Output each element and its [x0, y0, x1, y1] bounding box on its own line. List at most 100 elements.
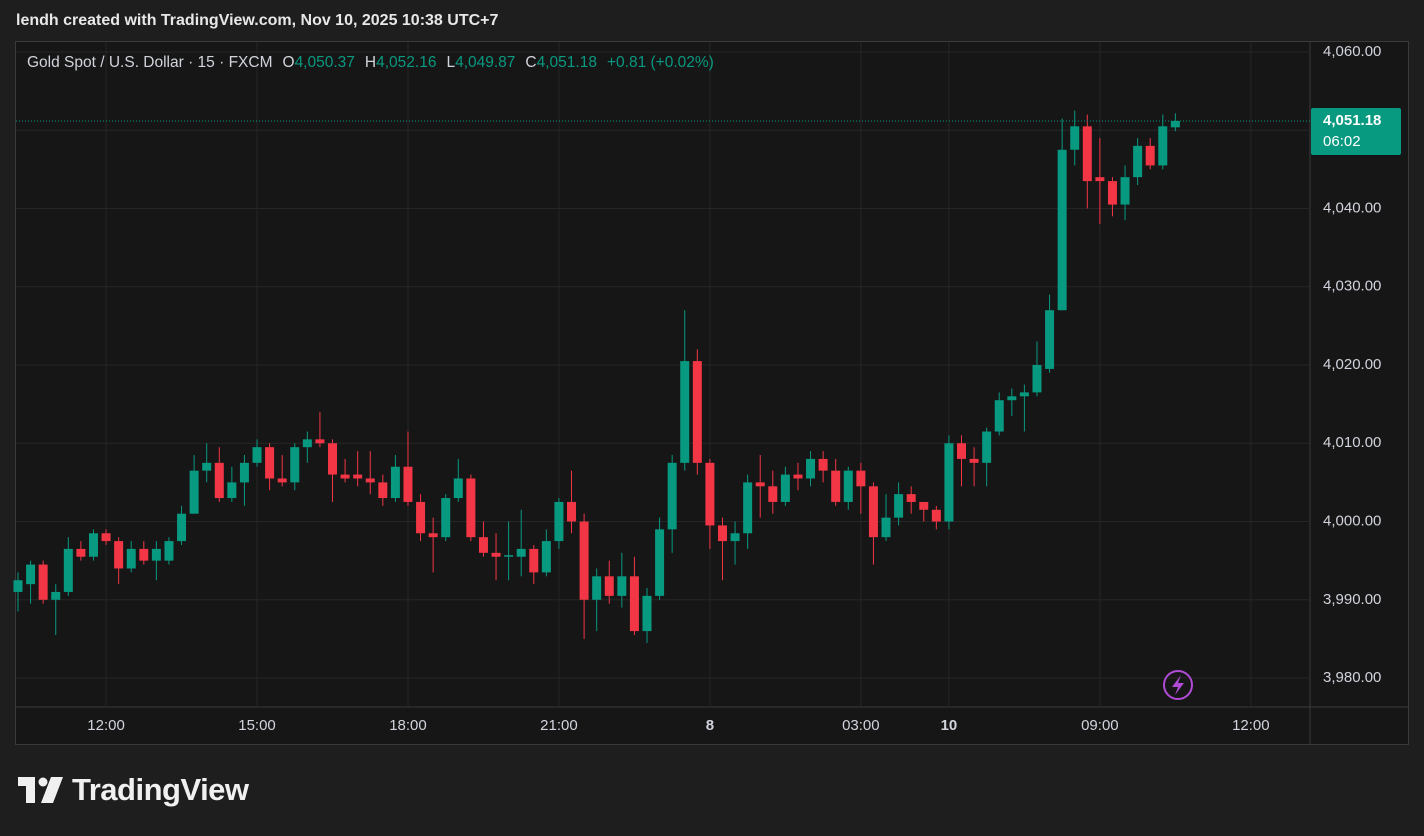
body: [881, 517, 891, 538]
body: [856, 470, 866, 487]
x-tick-label: 09:00: [1081, 717, 1119, 734]
body: [818, 458, 828, 471]
body: [843, 470, 853, 502]
body: [667, 462, 677, 530]
body: [680, 361, 690, 463]
body: [428, 533, 438, 538]
body: [1145, 145, 1155, 166]
legend-change: +0.81 (+0.02%): [606, 54, 714, 71]
body: [579, 521, 589, 600]
x-tick-label: 10: [941, 717, 958, 734]
y-tick-label: 4,020.00: [1323, 356, 1381, 373]
countdown: 06:02: [1323, 133, 1361, 150]
bolt: [1172, 675, 1184, 695]
y-tick-label: 4,010.00: [1323, 434, 1381, 451]
legend-key: H: [364, 54, 377, 71]
body: [38, 564, 48, 600]
x-tick-label: 03:00: [842, 717, 880, 734]
body: [1158, 126, 1168, 166]
body: [1120, 177, 1130, 205]
legend-key: L: [446, 54, 456, 71]
body: [868, 486, 878, 538]
body: [592, 576, 602, 600]
body: [567, 501, 577, 522]
body: [617, 576, 627, 596]
body: [164, 541, 174, 561]
body: [806, 458, 816, 479]
body: [365, 478, 375, 483]
body: [340, 474, 350, 479]
body: [629, 576, 639, 632]
x-tick-label: 12:00: [1232, 717, 1270, 734]
body: [655, 529, 665, 596]
brand-text: TradingView: [72, 772, 249, 807]
body: [516, 548, 526, 557]
body: [252, 447, 262, 463]
legend-value: 4,051.18: [536, 54, 597, 71]
logo-part: [41, 777, 63, 803]
body: [416, 501, 426, 534]
body: [969, 458, 979, 463]
x-tick-label: 18:00: [389, 717, 427, 734]
body: [177, 513, 187, 542]
legend-key: O: [282, 54, 295, 71]
x-tick-label: 8: [706, 717, 714, 734]
body: [743, 482, 753, 534]
body: [1019, 392, 1029, 397]
y-tick-label: 4,000.00: [1323, 512, 1381, 529]
x-tick-label: 21:00: [540, 717, 578, 734]
body: [13, 580, 23, 592]
body: [717, 525, 727, 542]
body: [88, 533, 98, 557]
body: [227, 482, 237, 499]
body: [202, 462, 212, 471]
legend-key: C: [525, 54, 537, 71]
body: [906, 494, 916, 502]
body: [642, 595, 652, 632]
body: [1070, 126, 1080, 150]
y-tick-label: 3,980.00: [1323, 669, 1381, 686]
candles: [13, 110, 1180, 643]
last-price-box: [1311, 107, 1401, 155]
body: [692, 361, 702, 463]
body: [1007, 396, 1017, 401]
body: [504, 555, 514, 557]
body: [214, 462, 224, 499]
body: [1045, 310, 1055, 369]
symbol: Gold Spot / U.S. Dollar · 15 · FXCM: [27, 54, 273, 71]
body: [894, 494, 904, 518]
body: [390, 466, 400, 499]
legend-value: 4,050.37: [294, 54, 355, 71]
body: [277, 478, 287, 483]
body: [76, 548, 86, 557]
body: [705, 462, 715, 526]
body: [529, 548, 539, 573]
brand: TradingView: [18, 772, 249, 808]
brand-logo: [18, 777, 63, 803]
body: [290, 447, 300, 483]
body: [554, 501, 564, 542]
body: [931, 509, 941, 522]
body: [780, 474, 790, 502]
body: [403, 466, 413, 502]
body: [453, 478, 463, 499]
body: [1032, 365, 1042, 393]
watermark: lendh created with TradingView.com, Nov …: [16, 12, 499, 29]
body: [831, 470, 841, 502]
body: [302, 439, 312, 448]
body: [1170, 120, 1180, 128]
body: [768, 486, 778, 502]
body: [604, 576, 614, 596]
body: [26, 564, 36, 585]
body: [1133, 145, 1143, 178]
body: [1057, 149, 1067, 311]
body: [239, 462, 249, 483]
body: [982, 431, 992, 463]
body: [478, 537, 488, 553]
legend-value: 4,049.87: [455, 54, 516, 71]
body: [101, 533, 111, 542]
body: [994, 400, 1004, 432]
x-tick-label: 12:00: [87, 717, 125, 734]
body: [1095, 177, 1105, 182]
